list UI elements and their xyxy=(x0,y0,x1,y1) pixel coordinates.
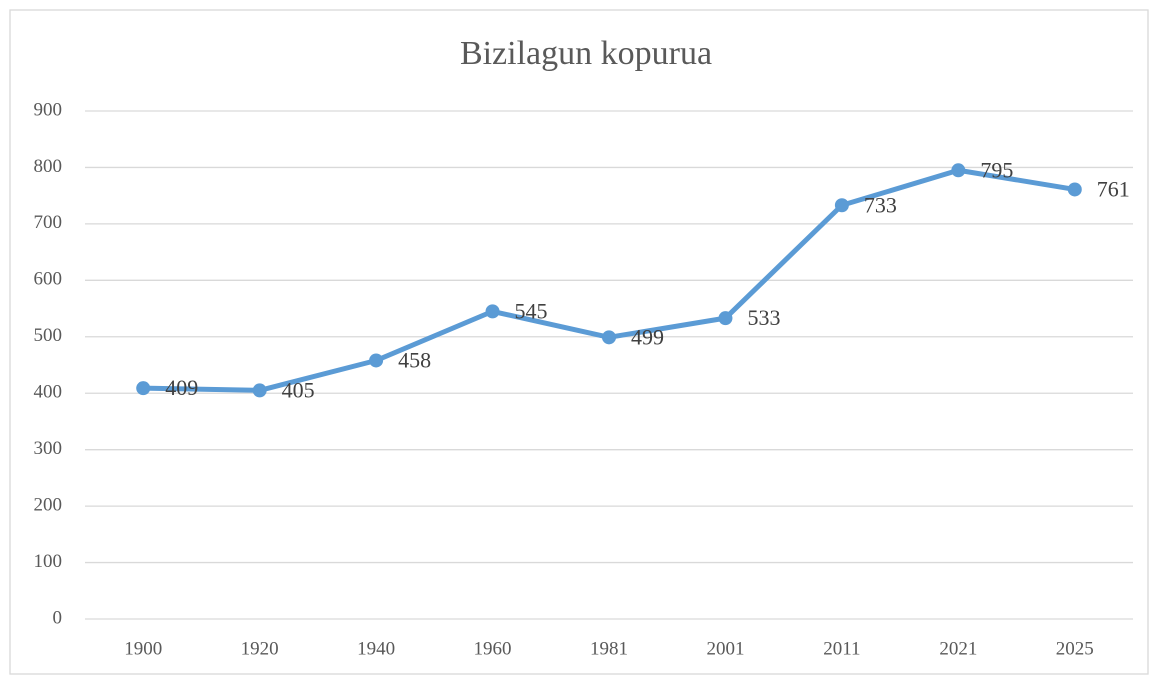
x-tick-label: 1900 xyxy=(124,638,162,659)
x-tick-label: 1920 xyxy=(241,638,279,659)
chart-title: Bizilagun kopurua xyxy=(460,35,712,72)
x-tick-label: 2021 xyxy=(939,638,977,659)
y-tick-label: 700 xyxy=(34,212,63,233)
y-tick-label: 400 xyxy=(34,382,63,403)
data-label: 458 xyxy=(398,348,431,373)
data-label: 409 xyxy=(165,375,198,400)
x-tick-label: 1981 xyxy=(590,638,628,659)
x-tick-label: 2025 xyxy=(1056,638,1094,659)
data-label: 405 xyxy=(282,377,315,402)
data-point xyxy=(252,383,267,398)
y-tick-label: 100 xyxy=(34,551,63,572)
y-tick-label: 600 xyxy=(34,269,63,290)
data-point xyxy=(1067,182,1082,197)
data-point xyxy=(718,311,733,326)
data-point xyxy=(834,198,849,213)
data-label: 499 xyxy=(631,324,664,349)
data-label: 761 xyxy=(1097,177,1130,202)
y-tick-label: 0 xyxy=(53,607,63,628)
data-label: 733 xyxy=(864,192,897,217)
x-tick-label: 2011 xyxy=(823,638,860,659)
y-tick-label: 900 xyxy=(34,99,63,120)
y-tick-label: 200 xyxy=(34,494,63,515)
y-tick-label: 300 xyxy=(34,438,63,459)
x-tick-label: 1960 xyxy=(474,638,512,659)
data-point xyxy=(136,381,151,396)
data-point xyxy=(485,304,500,319)
x-tick-label: 1940 xyxy=(357,638,395,659)
data-point xyxy=(369,353,384,368)
data-label: 795 xyxy=(980,157,1013,182)
y-tick-label: 800 xyxy=(34,156,63,177)
data-label: 545 xyxy=(515,298,548,323)
data-label: 533 xyxy=(747,305,780,330)
y-tick-label: 500 xyxy=(34,325,63,346)
data-point xyxy=(602,330,616,345)
x-tick-label: 2001 xyxy=(706,638,744,659)
data-point xyxy=(951,163,966,178)
chart-border xyxy=(9,9,1149,675)
